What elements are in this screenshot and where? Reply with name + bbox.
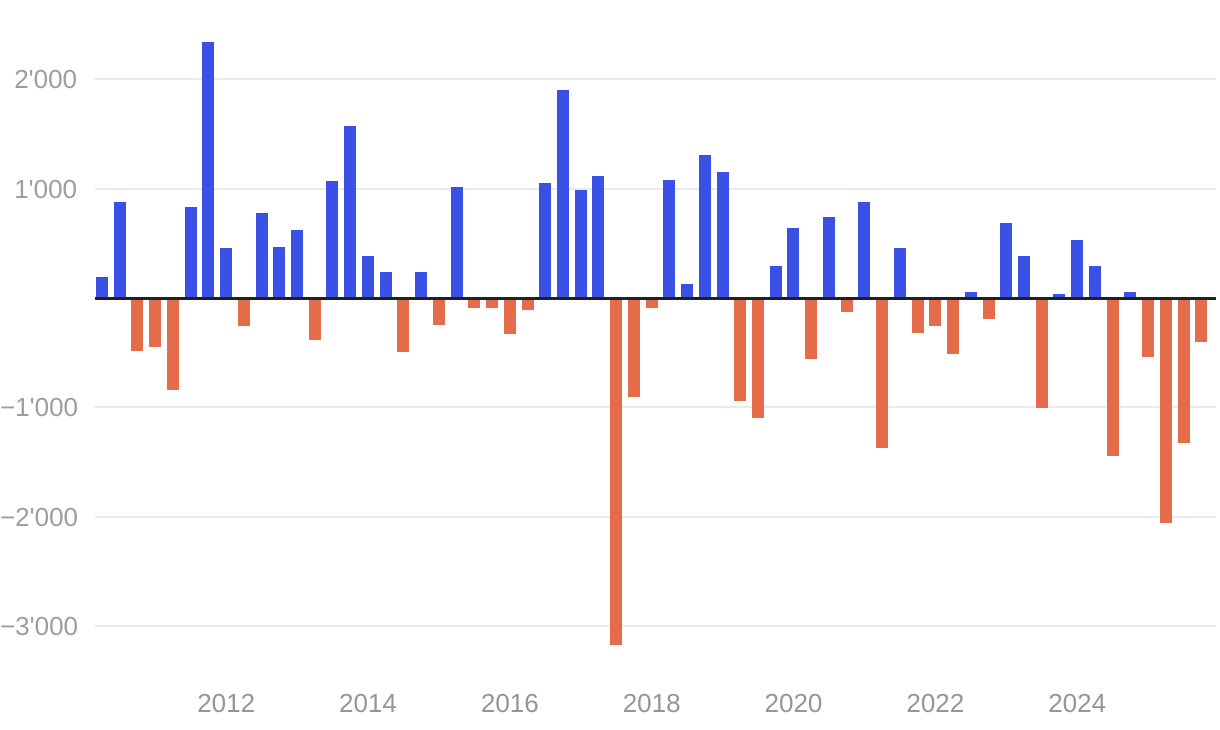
x-tick-label-2024: 2024 — [1048, 688, 1107, 718]
bar-2018-q1[interactable] — [645, 300, 658, 309]
y-gridline-1000 — [95, 187, 1216, 190]
bar-2025-q3[interactable] — [1177, 300, 1190, 443]
x-tick-label-2022: 2022 — [906, 688, 965, 718]
x-tick-label-2014: 2014 — [339, 688, 397, 718]
x-tick-label-2016: 2016 — [480, 688, 539, 718]
bar-2023-q1[interactable] — [1000, 222, 1013, 297]
bar-2020-q1[interactable] — [787, 227, 800, 297]
y-gridline--2000 — [95, 515, 1216, 518]
bar-2011-q2[interactable] — [166, 300, 179, 390]
bar-2016-q2[interactable] — [521, 300, 534, 310]
bar-2023-q3[interactable] — [1035, 300, 1048, 408]
y-gridline-2000 — [95, 78, 1216, 81]
bar-2012-q1[interactable] — [220, 247, 233, 297]
y-tick-label: −2'000 — [0, 501, 78, 532]
bar-2024-q2[interactable] — [1088, 266, 1101, 297]
bar-2011-q1[interactable] — [149, 300, 162, 347]
bar-2015-q2[interactable] — [450, 186, 463, 297]
bar-2025-q4[interactable] — [1195, 300, 1208, 343]
bar-2014-q3[interactable] — [397, 300, 410, 352]
bar-2022-q1[interactable] — [929, 300, 942, 327]
y-tick-label: −1'000 — [0, 392, 78, 423]
bar-2021-q1[interactable] — [858, 202, 871, 297]
x-tick-label-2020: 2020 — [764, 688, 823, 718]
bar-2013-q2[interactable] — [308, 300, 321, 341]
bar-2020-q2[interactable] — [805, 300, 818, 360]
bar-2011-q3[interactable] — [184, 207, 197, 297]
bar-2018-q2[interactable] — [663, 180, 676, 297]
bar-2019-q1[interactable] — [716, 172, 729, 297]
bar-2024-q1[interactable] — [1071, 239, 1084, 297]
bar-2022-q4[interactable] — [982, 300, 995, 320]
bar-2024-q4[interactable] — [1124, 292, 1137, 297]
bar-2010-q4[interactable] — [131, 300, 144, 351]
bar-2021-q3[interactable] — [893, 247, 906, 297]
bar-2021-q4[interactable] — [911, 300, 924, 333]
bar-2012-q3[interactable] — [255, 212, 268, 297]
bar-2019-q3[interactable] — [752, 300, 764, 419]
bar-2021-q2[interactable] — [876, 300, 889, 449]
bar-2017-q2[interactable] — [592, 176, 605, 297]
bar-2016-q4[interactable] — [556, 90, 569, 297]
bar-2010-q3[interactable] — [113, 201, 126, 297]
bar-2013-q4[interactable] — [344, 125, 357, 297]
x-tick-label-2012: 2012 — [197, 688, 256, 718]
bar-2017-q1[interactable] — [574, 190, 587, 297]
bar-2016-q3[interactable] — [539, 183, 552, 297]
bar-2019-q2[interactable] — [734, 300, 747, 401]
bar-2022-q3[interactable] — [964, 292, 977, 297]
bar-2014-q2[interactable] — [379, 272, 392, 297]
bar-2010-q2[interactable] — [96, 276, 108, 297]
bar-2025-q2[interactable] — [1159, 300, 1172, 523]
y-tick-label: 1'000 — [14, 173, 77, 204]
bar-2017-q4[interactable] — [627, 300, 640, 398]
bar-2015-q3[interactable] — [468, 300, 481, 308]
bar-2014-q1[interactable] — [361, 256, 374, 297]
bar-2012-q2[interactable] — [237, 300, 250, 327]
bar-2015-q1[interactable] — [432, 300, 445, 325]
bar-2018-q4[interactable] — [698, 154, 711, 297]
x-tick-label-2018: 2018 — [622, 688, 681, 718]
bar-2012-q4[interactable] — [273, 247, 286, 297]
bar-2020-q4[interactable] — [840, 300, 853, 313]
bar-2013-q1[interactable] — [291, 229, 304, 297]
bar-2016-q1[interactable] — [503, 300, 516, 335]
y-gridline--3000 — [95, 624, 1216, 627]
bar-2023-q4[interactable] — [1053, 294, 1066, 297]
bar-2013-q3[interactable] — [326, 181, 339, 297]
bar-2019-q4[interactable] — [769, 266, 782, 297]
y-gridline--1000 — [95, 406, 1216, 409]
bar-2022-q2[interactable] — [947, 300, 960, 355]
y-tick-label: −3'000 — [0, 610, 78, 641]
bar-2015-q4[interactable] — [486, 300, 499, 308]
bar-2011-q4[interactable] — [202, 42, 215, 297]
bar-2024-q3[interactable] — [1106, 300, 1119, 457]
y-tick-label: 2'000 — [14, 64, 77, 95]
bar-2025-q1[interactable] — [1142, 300, 1155, 358]
bar-2018-q3[interactable] — [681, 283, 694, 297]
bar-2023-q2[interactable] — [1017, 256, 1030, 297]
bar-2017-q3[interactable] — [610, 300, 623, 646]
bar-2020-q3[interactable] — [822, 216, 835, 297]
bar-2014-q4[interactable] — [415, 271, 428, 297]
zero-axis-line — [95, 296, 1216, 300]
